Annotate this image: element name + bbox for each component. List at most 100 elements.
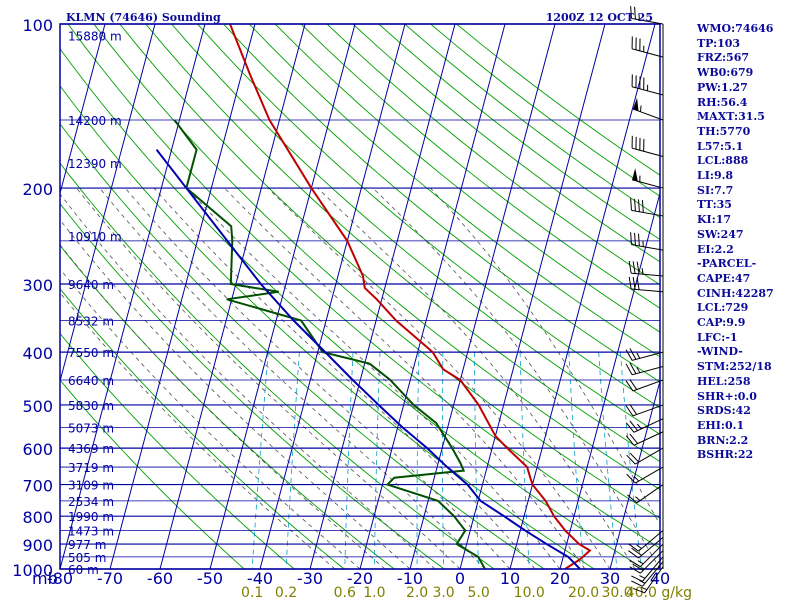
wind-barb-full <box>628 260 632 274</box>
wind-barb-half <box>637 560 644 565</box>
temperature-tick-label: -50 <box>197 569 223 588</box>
mixing-ratio-label: 1.0 <box>363 585 385 600</box>
wind-barb <box>631 168 664 189</box>
moist-adiabat <box>317 187 636 569</box>
mixing-ratio-label: 0.6 <box>334 585 356 600</box>
height-label: 9640 m <box>68 278 114 292</box>
dry-adiabat <box>60 162 496 569</box>
wind-barb-half <box>641 268 644 275</box>
mixing-ratio-line <box>344 352 354 569</box>
wind-barb-full <box>628 276 632 290</box>
wind-barb-full <box>641 200 644 213</box>
temperature-tick-label: -60 <box>147 569 173 588</box>
isotherm <box>309 24 456 569</box>
wind-barb <box>631 36 664 58</box>
wind-barb-full <box>630 232 632 245</box>
wind-barb <box>625 418 664 433</box>
sounding-index-item: BSHR:22 <box>697 448 754 462</box>
sounding-index-item: BRN:2.2 <box>697 433 749 447</box>
wind-barb <box>625 362 664 376</box>
sounding-traces <box>155 24 592 569</box>
wind-barb-shaft <box>631 365 664 376</box>
isotherm <box>559 191 660 569</box>
sounding-index-item: -WIND- <box>697 345 743 359</box>
mixing-ratio-line <box>285 352 300 569</box>
height-label: 3109 m <box>68 479 114 493</box>
sounding-index-item: FRZ:567 <box>697 51 750 65</box>
dry-adiabat <box>352 24 660 263</box>
wind-barbs <box>625 6 664 594</box>
wind-barb-shaft <box>631 288 664 293</box>
temperature-tick-label: 40 <box>650 569 670 588</box>
mixing-ratio-line <box>620 352 642 569</box>
isotherm <box>359 24 506 569</box>
height-label: 1990 m <box>68 510 114 524</box>
dry-adiabat <box>248 24 660 358</box>
wind-barb-shaft <box>638 537 664 559</box>
wind-barb <box>630 232 664 251</box>
sounding-index-item: EI:2.2 <box>697 242 734 256</box>
height-label: 8532 m <box>68 315 114 329</box>
wind-barb-full <box>634 198 636 212</box>
wind-barb <box>625 403 664 417</box>
height-label: 5073 m <box>68 421 114 435</box>
moist-adiabat <box>60 219 411 569</box>
wind-barb <box>626 466 664 484</box>
wind-barb <box>631 556 664 582</box>
mixing-ratio-line <box>251 352 269 569</box>
wind-barb-full <box>630 6 632 19</box>
wind-barb-full <box>629 433 639 444</box>
sounding-index-item: LCL:729 <box>697 301 749 315</box>
mixing-ratio-line <box>568 352 585 569</box>
height-label: 15880 m <box>68 30 122 44</box>
wind-barb-full <box>630 198 632 211</box>
wind-barb-shaft <box>642 556 664 582</box>
sounding-index-item: CINH:42287 <box>697 286 774 300</box>
wind-barb-full <box>626 473 636 484</box>
pressure-axis: 100 200 300 400 500 600 700 800 900 1000 <box>12 16 53 580</box>
wind-barb-shaft <box>631 351 664 361</box>
height-label: 5830 m <box>68 399 114 413</box>
wind-barb-half <box>635 496 641 502</box>
mixing-ratio-line <box>474 352 480 569</box>
wind-barb-shaft <box>632 108 664 121</box>
isotherm <box>159 24 306 569</box>
wind-barb-full <box>636 277 640 290</box>
wind-barb-full <box>625 363 633 375</box>
wind-barb-shaft <box>631 147 664 157</box>
wind-barb-shaft <box>636 484 664 504</box>
sounding-index-item: -PARCEL- <box>697 257 757 271</box>
wind-barb-shaft <box>640 543 664 568</box>
parcel-line <box>155 148 581 569</box>
wind-barb <box>625 379 664 392</box>
wind-barb-full <box>629 348 637 360</box>
temperature-tick-label: -20 <box>347 569 373 588</box>
dry-adiabat <box>223 24 660 383</box>
height-label: 6640 m <box>68 374 114 388</box>
wind-barb-full <box>625 405 634 417</box>
wind-barb-full <box>629 362 637 374</box>
dry-adiabat <box>145 24 660 463</box>
wind-barb-shaft <box>632 404 664 417</box>
dry-adiabat <box>60 202 446 569</box>
sounding-index-item: TH:5770 <box>697 124 751 138</box>
sounding-index-item: TT:35 <box>697 198 732 212</box>
height-label: 977 m <box>68 538 106 552</box>
wind-barb <box>631 135 664 157</box>
dry-adiabat <box>300 24 660 309</box>
moist-adiabat <box>267 187 611 569</box>
wind-barb-half <box>639 580 646 584</box>
wind-barb <box>630 198 664 217</box>
isotherm <box>459 24 606 569</box>
dry-adiabat <box>93 24 660 519</box>
wind-barb-full <box>631 580 643 587</box>
sounding-indices-panel: WMO:74646 TP:103 FRZ:567 WB0:679 PW:1.27 RH:5… <box>697 22 774 463</box>
dewpoint-line <box>173 119 486 569</box>
wind-barb-shaft <box>631 272 664 277</box>
wind-barb <box>631 561 664 587</box>
wind-barb-shaft <box>632 379 664 392</box>
moist-adiabat <box>372 187 660 569</box>
pressure-tick-label: 500 <box>22 397 53 416</box>
sounding-index-item: MAXT:31.5 <box>697 110 765 124</box>
